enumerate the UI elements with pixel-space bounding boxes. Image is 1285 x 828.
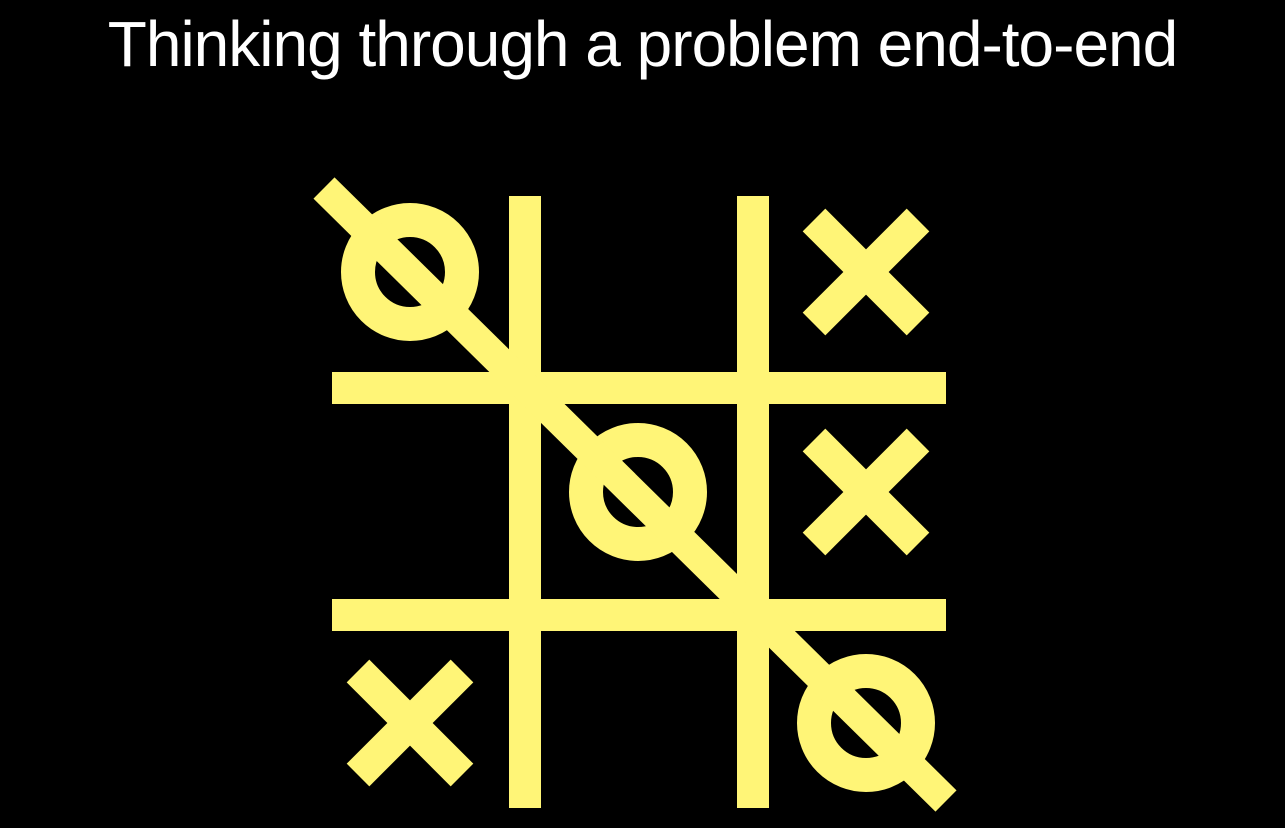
o-mark-icon [797,654,935,792]
x-mark-icon [802,428,930,556]
grid-line-vertical-left [509,196,541,808]
slide-title: Thinking through a problem end-to-end [107,8,1178,80]
x-mark-icon [346,659,474,787]
grid-line-vertical-right [737,196,769,808]
o-mark-icon [569,423,707,561]
grid-line-horizontal-bottom [332,599,946,631]
x-mark-icon [802,208,930,336]
o-mark-icon [341,203,479,341]
grid-line-horizontal-top [332,372,946,404]
winning-line [313,177,957,812]
board-marks [341,203,935,792]
grid-lines [332,196,946,808]
